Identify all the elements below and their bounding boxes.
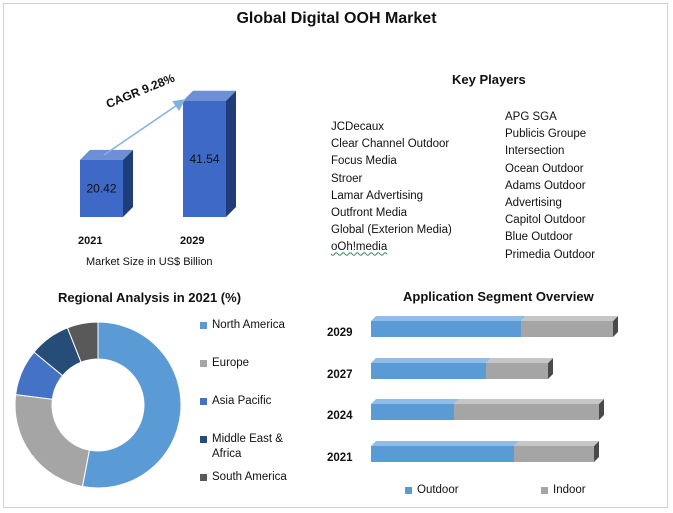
legend-swatch <box>200 474 207 481</box>
app-year-label: 2021 <box>327 452 353 464</box>
market-bar-side <box>123 149 133 217</box>
donut-slice <box>66 321 99 363</box>
legend-label: Outdoor <box>417 484 459 496</box>
player-item: Lamar Advertising <box>331 189 424 202</box>
key-players-title: Key Players <box>452 72 526 87</box>
app-bar-indoor <box>521 321 613 337</box>
regional-title: Regional Analysis in 2021 (%) <box>58 290 242 305</box>
market-year-2021: 2021 <box>78 235 103 247</box>
app-year-label: 2027 <box>327 369 353 381</box>
market-bar-value: 41.54 <box>189 152 219 166</box>
player-item: Intersection <box>505 145 565 158</box>
market-size-bars: 20.42 41.54 <box>80 90 236 217</box>
donut-slice <box>81 321 182 489</box>
app-bar-top-outdoor <box>371 358 491 363</box>
legend-label: North America <box>212 319 285 331</box>
legend-label: South America <box>212 471 287 483</box>
app-year-label: 2024 <box>327 410 353 422</box>
legend-outdoor: Outdoor <box>405 484 459 496</box>
player-item: Primedia Outdoor <box>505 248 596 261</box>
player-item: Adams Outdoor <box>505 179 586 192</box>
app-bar-top-indoor <box>454 399 604 404</box>
legend-swatch <box>200 398 207 405</box>
app-bar-top-outdoor <box>371 316 526 321</box>
app-bar-side <box>613 316 618 337</box>
app-bar-top-indoor <box>486 358 553 363</box>
app-bar-outdoor <box>371 404 454 420</box>
legend-label: Europe <box>212 357 250 369</box>
legend-asia-pacific: Asia Pacific <box>200 394 271 409</box>
app-bar-indoor <box>514 446 594 462</box>
market-year-2029: 2029 <box>180 235 205 247</box>
app-bar-side <box>599 399 604 420</box>
app-bar-outdoor <box>371 321 521 337</box>
app-bar-side <box>594 441 599 462</box>
application-bars <box>371 316 618 462</box>
cagr-arrow <box>103 99 186 156</box>
regional-donut <box>14 321 182 489</box>
legend-north-america: North America <box>200 318 285 333</box>
app-year-label: 2029 <box>327 327 353 339</box>
donut-slice <box>14 394 90 488</box>
legend-swatch <box>405 486 412 494</box>
market-bar-side <box>226 90 236 217</box>
legend-indoor: Indoor <box>541 484 586 496</box>
app-bar-top-indoor <box>521 316 618 321</box>
application-title: Application Segment Overview <box>403 289 594 304</box>
player-item: Clear Channel Outdoor <box>331 138 450 151</box>
player-item: Advertising <box>505 197 562 210</box>
market-bar <box>80 159 123 217</box>
legend-swatch <box>541 486 548 494</box>
key-players-col2: APG SGA Publicis Groupe Intersection Oce… <box>505 109 595 264</box>
player-item: Stroer <box>331 172 363 185</box>
app-bar-top-outdoor <box>371 399 459 404</box>
app-bar-side <box>548 358 553 379</box>
legend-label: Asia Pacific <box>212 395 272 407</box>
legend-swatch <box>200 436 207 443</box>
player-item: Blue Outdoor <box>505 231 573 244</box>
legend-europe: Europe <box>200 356 249 371</box>
player-item: oOh!media <box>331 241 388 254</box>
legend-swatch <box>200 360 207 367</box>
legend-swatch <box>200 322 207 329</box>
app-bar-outdoor <box>371 446 514 462</box>
chart-frame <box>3 3 668 508</box>
app-bar-top-indoor <box>514 441 599 446</box>
market-bar-value: 20.42 <box>86 181 116 195</box>
app-bar-top-outdoor <box>371 441 519 446</box>
market-bar-top <box>183 90 236 101</box>
player-item: Outfront Media <box>331 207 408 220</box>
market-bar-top <box>80 149 133 160</box>
app-bar-indoor <box>454 404 599 420</box>
app-bar-outdoor <box>371 363 486 379</box>
market-axis-note: Market Size in US$ Billion <box>86 256 213 268</box>
market-bar <box>183 100 226 217</box>
page-title: Global Digital OOH Market <box>236 10 437 27</box>
player-item: JCDecaux <box>331 121 385 133</box>
app-bar-indoor <box>486 363 548 379</box>
legend-south-america: South America <box>200 470 287 485</box>
player-item: Ocean Outdoor <box>505 162 584 175</box>
player-item: APG SGA <box>505 111 557 123</box>
key-players-col1: JCDecaux Clear Channel Outdoor Focus Med… <box>331 119 452 257</box>
player-item: Capitol Outdoor <box>505 214 586 227</box>
legend-label: Indoor <box>553 484 586 496</box>
legend-label: Middle East & Africa <box>212 433 283 460</box>
player-item: Publicis Groupe <box>505 128 587 141</box>
player-item: Focus Media <box>331 155 397 168</box>
player-item: Global (Exterion Media) <box>331 224 452 237</box>
legend-middle-east-africa: Middle East & Africa <box>200 432 300 462</box>
